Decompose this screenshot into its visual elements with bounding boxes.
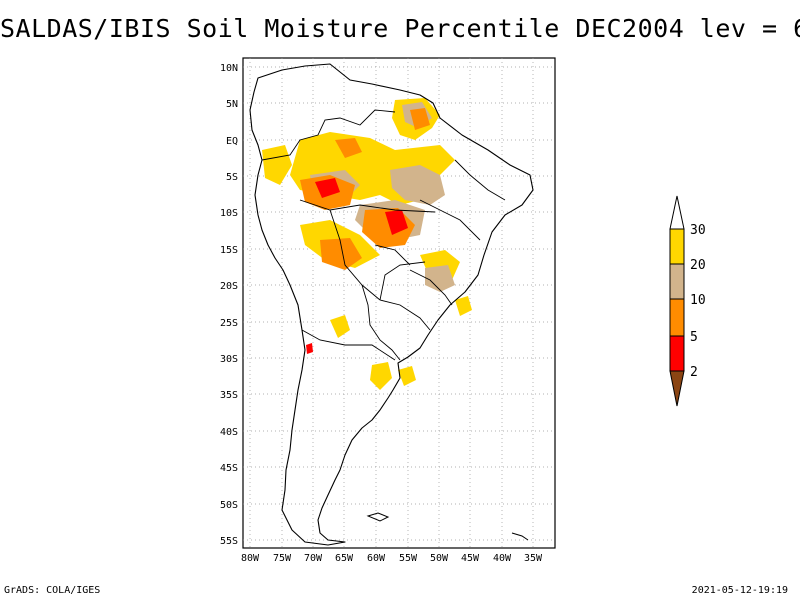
legend-top-arrow (669, 195, 685, 230)
legend-label: 20 (690, 258, 706, 273)
legend-labels: 30 20 10 5 2 (690, 223, 706, 380)
red-region-central (385, 210, 408, 235)
lon-label: 65W (335, 553, 354, 564)
lat-label: 50S (220, 500, 238, 511)
moisture-fill (262, 98, 472, 390)
coastline (249, 63, 534, 546)
yellow-region-southeast (455, 296, 472, 316)
lat-label: 30S (220, 354, 238, 365)
lat-label: 5N (226, 99, 238, 110)
orange-region-guiana (410, 108, 430, 130)
red-region-chile (306, 343, 313, 354)
legend-label: 2 (690, 365, 698, 380)
lon-label: 75W (273, 553, 292, 564)
tan-region-east (425, 265, 455, 292)
lon-label: 60W (367, 553, 386, 564)
footer-credit: GrADS: COLA/IGES (4, 585, 101, 596)
lon-label: 50W (430, 553, 449, 564)
red-region-west (315, 178, 340, 198)
legend-label: 5 (690, 330, 698, 345)
lat-label: 25S (220, 318, 238, 329)
lon-label: 45W (461, 553, 480, 564)
lon-label: 40W (493, 553, 512, 564)
footer-timestamp: 2021-05-12-19:19 (691, 585, 788, 596)
lat-label: 35S (220, 390, 238, 401)
legend-bottom-arrow (669, 370, 685, 407)
legend-swatch-yellow (669, 228, 685, 265)
legend-label: 30 (690, 223, 706, 238)
yellow-region-south (370, 362, 392, 390)
lon-label: 70W (304, 553, 323, 564)
lon-label: 80W (241, 553, 260, 564)
legend-swatch-tan (669, 263, 685, 300)
lat-label: 40S (220, 427, 238, 438)
legend-swatch-red (669, 335, 685, 372)
lat-label: 20S (220, 281, 238, 292)
lon-labels: 80W 75W 70W 65W 60W 55W 50W 45W 40W 35W (241, 553, 543, 564)
lon-label: 55W (399, 553, 418, 564)
legend-label: 10 (690, 293, 706, 308)
lat-labels: 10N 5N EQ 5S 10S 15S 20S 25S 30S 35S 40S… (220, 63, 238, 547)
yellow-region-chaco (330, 315, 350, 338)
legend-swatch-orange (669, 298, 685, 337)
lat-label: 5S (226, 172, 238, 183)
lat-label: 15S (220, 245, 238, 256)
lat-label: 55S (220, 536, 238, 547)
lat-label: 10N (220, 63, 238, 74)
lat-label: EQ (226, 136, 238, 147)
orange-region-bolivia (320, 238, 362, 270)
yellow-region-uruguay (398, 366, 416, 386)
lat-label: 45S (220, 463, 238, 474)
country-borders (261, 109, 506, 361)
yellow-region-west (262, 145, 292, 185)
tan-region-north (390, 165, 445, 205)
lon-label: 35W (524, 553, 543, 564)
orange-region-north (335, 138, 362, 158)
colorbar-legend (669, 195, 685, 407)
lat-label: 10S (220, 208, 238, 219)
map-title: SALDAS/IBIS Soil Moisture Percentile DEC… (0, 14, 800, 43)
islands (366, 512, 529, 541)
